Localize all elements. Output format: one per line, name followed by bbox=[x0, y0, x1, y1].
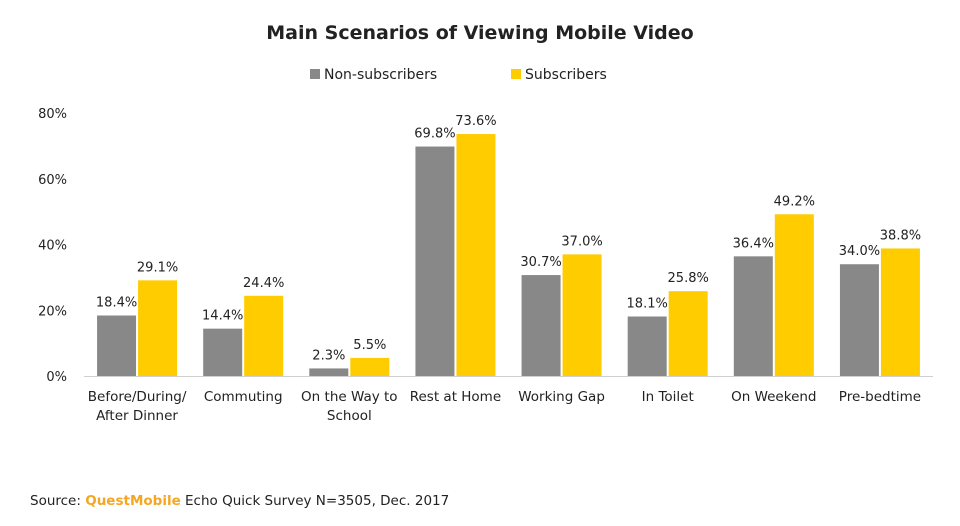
data-label: 18.4% bbox=[96, 296, 137, 311]
data-label: 14.4% bbox=[202, 309, 243, 324]
legend: Non-subscribers Subscribers bbox=[310, 67, 607, 83]
data-label: 38.8% bbox=[880, 228, 921, 243]
category-label: Working Gap bbox=[518, 389, 605, 405]
category-label: Commuting bbox=[204, 389, 283, 405]
category-label: On Weekend bbox=[731, 389, 816, 405]
data-label: 18.1% bbox=[627, 296, 668, 311]
bar-subscribers bbox=[350, 357, 390, 376]
source-prefix: Source: bbox=[30, 493, 86, 509]
bar-subscribers bbox=[138, 280, 178, 376]
y-tick-label: 40% bbox=[38, 239, 67, 254]
y-tick-label: 60% bbox=[38, 173, 67, 188]
bar-subscribers bbox=[456, 134, 496, 376]
category-group: 2.3% 5.5% bbox=[309, 338, 390, 376]
data-label: 29.1% bbox=[137, 260, 178, 275]
data-label: 24.4% bbox=[243, 276, 284, 291]
bar-non-subscribers bbox=[309, 368, 349, 376]
category-group: 30.7%37.0% bbox=[520, 234, 603, 376]
data-label: 69.8% bbox=[414, 127, 455, 142]
category-label: Rest at Home bbox=[410, 389, 501, 405]
legend-swatch bbox=[310, 69, 320, 79]
data-label: 36.4% bbox=[733, 236, 774, 251]
source-suffix: Echo Quick Survey N=3505, Dec. 2017 bbox=[180, 493, 450, 509]
data-label: 5.5% bbox=[353, 338, 386, 353]
source-brand: QuestMobile bbox=[85, 493, 181, 509]
bar-non-subscribers bbox=[521, 275, 561, 376]
bar-subscribers bbox=[562, 254, 602, 376]
source-note: Source: QuestMobile Echo Quick Survey N=… bbox=[30, 493, 449, 509]
data-label: 30.7% bbox=[520, 255, 561, 270]
category-label: On the Way to School bbox=[301, 389, 398, 424]
y-tick-label: 20% bbox=[38, 304, 67, 319]
bar-non-subscribers bbox=[203, 328, 243, 376]
bar-non-subscribers bbox=[627, 316, 667, 376]
category-group: 18.1%25.8% bbox=[627, 271, 709, 376]
category-group: 14.4% 24.4% bbox=[202, 276, 284, 376]
chart-title: Main Scenarios of Viewing Mobile Video bbox=[266, 22, 693, 44]
bar-non-subscribers bbox=[839, 264, 879, 376]
bars: 18.4% 29.1% 14.4% 24.4% 2.3% 5.5% 69.8%73.6% 30… bbox=[96, 114, 921, 376]
legend-item: Non-subscribers bbox=[310, 67, 437, 83]
legend-item: Subscribers bbox=[511, 67, 607, 83]
bar-non-subscribers bbox=[733, 256, 773, 376]
y-tick-label: 0% bbox=[46, 370, 67, 385]
category-group: 36.4% 49.2% bbox=[733, 194, 815, 376]
data-label: 2.3% bbox=[312, 348, 345, 363]
category-label: In Toilet bbox=[642, 389, 694, 405]
data-label: 34.0% bbox=[839, 244, 880, 259]
data-label: 25.8% bbox=[668, 271, 709, 286]
category-label: Pre-bedtime bbox=[839, 389, 921, 405]
bar-non-subscribers bbox=[97, 315, 137, 376]
bar-non-subscribers bbox=[415, 146, 455, 376]
bar-subscribers bbox=[774, 214, 814, 376]
data-label: 49.2% bbox=[774, 194, 815, 209]
legend-swatch bbox=[511, 69, 521, 79]
category-label: Before/During/After Dinner bbox=[88, 389, 187, 424]
data-label: 73.6% bbox=[455, 114, 496, 129]
y-axis: 0% 20% 40% 60% 80% bbox=[38, 107, 67, 385]
category-group: 18.4% 29.1% bbox=[96, 260, 178, 376]
category-group: 69.8%73.6% bbox=[414, 114, 497, 376]
legend-label: Non-subscribers bbox=[324, 67, 437, 83]
bar-subscribers bbox=[880, 248, 920, 376]
y-tick-label: 80% bbox=[38, 107, 67, 122]
legend-label: Subscribers bbox=[525, 67, 607, 83]
category-group: 34.0%38.8% bbox=[839, 228, 921, 376]
bar-subscribers bbox=[668, 291, 708, 376]
bar-subscribers bbox=[244, 295, 284, 376]
x-axis: Before/During/After Dinner Commuting On th… bbox=[84, 376, 933, 424]
data-label: 37.0% bbox=[561, 234, 602, 249]
